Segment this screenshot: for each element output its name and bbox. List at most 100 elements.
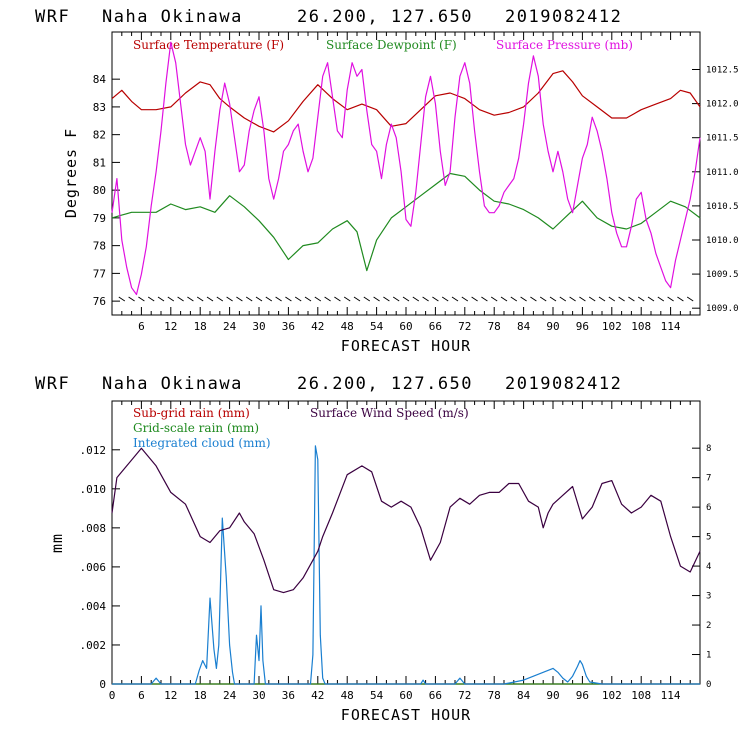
wind-barb: [275, 296, 282, 302]
legend-sub-grid-rain: Sub-grid rain (mm): [133, 406, 250, 420]
wind-barb: [255, 296, 263, 302]
panel2-x-tick-label: 18: [194, 689, 207, 702]
wind-barb: [363, 296, 371, 302]
wind-barb: [353, 296, 361, 302]
wind-barb: [304, 296, 312, 302]
panel1-series: [111, 41, 701, 296]
wind-barb: [549, 296, 557, 302]
wind-barb: [588, 296, 596, 302]
wind-barb: [686, 296, 694, 302]
panel2-y2-tick-label: 4: [706, 562, 711, 572]
panel1-x-ticks: 6 12 18 24 30 36 42 48 54 60 66 72 78 84 90 96 102 108 114: [121, 32, 691, 333]
legend-surface-wind-speed: Surface Wind Speed (m/s): [310, 406, 469, 420]
wind-barb: [157, 296, 165, 302]
wind-barb: [539, 296, 547, 302]
panel1-frame: [111, 31, 701, 316]
panel2-x-tick-label: 36: [282, 689, 295, 702]
wind-barb: [294, 296, 302, 302]
panel1-x-tick-label: 114: [661, 320, 681, 333]
wind-barb: [285, 296, 292, 302]
panel1-title-model: WRF: [35, 7, 70, 27]
panel1-y2-tick-label: 1012.5: [706, 66, 739, 76]
panel1-y2-tick-label: 1009.0: [706, 304, 739, 314]
panel2-x-ticks: 0 6 12 18 24 30 36 42 48 54 60 66 72 78 84 90 96 102 108 11…: [109, 401, 691, 702]
panel2-y-tick-label: .008: [80, 522, 107, 535]
wind-barb: [530, 296, 537, 302]
wind-barb: [383, 296, 390, 302]
panel1-y-axis-label: Degrees F: [62, 128, 80, 218]
wind-barb: [618, 296, 625, 302]
wind-barb: [598, 296, 606, 302]
wind-barb: [196, 296, 204, 302]
wind-barb: [118, 296, 126, 302]
wind-barb: [677, 296, 684, 302]
wind-barb: [128, 296, 135, 302]
panel2-x-tick-label: 96: [576, 689, 589, 702]
panel2-x-tick-label: 78: [488, 689, 501, 702]
surface-wind-speed-line: [111, 447, 701, 594]
wind-barb: [265, 296, 273, 302]
panel1-x-tick-label: 30: [252, 320, 265, 333]
panel1-title-location: Naha Okinawa: [102, 7, 243, 27]
panel1-x-tick-label: 66: [429, 320, 442, 333]
panel2-y-tick-label: .006: [80, 561, 107, 574]
panel2-y-ticks: 0 .002 .004 .006 .008 .010 .012: [80, 444, 120, 691]
wind-barb: [334, 296, 341, 302]
wind-barb: [373, 296, 380, 302]
wind-barb: [324, 296, 331, 302]
panel1-x-tick-label: 54: [370, 320, 384, 333]
wind-barb: [667, 296, 674, 302]
panel1-x-tick-label: 72: [458, 320, 471, 333]
panel1-y2-tick-label: 1012.0: [706, 100, 739, 110]
panel2-x-tick-label: 66: [429, 689, 442, 702]
panel1-x-tick-label: 12: [164, 320, 177, 333]
panel2-x-tick-label: 54: [370, 689, 384, 702]
panel1-y-tick-label: 84: [93, 73, 107, 86]
panel1-y2-ticks: 1009.0 1009.5 1010.0 1010.5 1011.0 1011.5 1012…: [692, 66, 739, 314]
panel2-title-run: 2019082412: [505, 374, 622, 394]
wind-barb: [138, 296, 145, 302]
panel1-y-tick-label: 76: [93, 295, 106, 308]
wind-barb: [451, 296, 459, 302]
panel1-y2-tick-label: 1011.5: [706, 134, 739, 144]
panel2-y2-tick-label: 2: [706, 621, 711, 631]
wind-barb: [569, 296, 576, 302]
legend-integrated-cloud: Integrated cloud (mm): [133, 436, 271, 450]
panel2-y-tick-label: .002: [80, 639, 107, 652]
wind-barb: [510, 296, 518, 302]
panel2-title-model: WRF: [35, 374, 70, 394]
wind-barb: [412, 296, 420, 302]
panel2-x-axis-label: FORECAST HOUR: [341, 706, 471, 724]
panel2-x-tick-label: 48: [341, 689, 354, 702]
panel1-y-tick-label: 81: [93, 156, 106, 169]
panel1-y2-tick-label: 1011.0: [706, 168, 739, 178]
panel2-x-tick-label: 72: [458, 689, 471, 702]
legend-surface-temperature: Surface Temperature (F): [133, 38, 284, 52]
panel2-title-location: Naha Okinawa: [102, 374, 243, 394]
panel1-x-tick-label: 6: [138, 320, 145, 333]
wind-barb: [657, 296, 665, 302]
wind-barb: [402, 296, 410, 302]
panel2-y2-tick-label: 3: [706, 592, 711, 602]
wind-barb: [471, 296, 478, 302]
legend-grid-scale-rain: Grid-scale rain (mm): [133, 421, 259, 435]
panel1-x-tick-label: 108: [631, 320, 651, 333]
wind-barb: [608, 296, 616, 302]
wind-barb: [343, 296, 351, 302]
wind-barb: [216, 296, 224, 302]
wind-barb: [177, 296, 184, 302]
panel2-x-tick-label: 84: [517, 689, 531, 702]
panel1-y2-tick-label: 1009.5: [706, 270, 739, 280]
panel2-y2-ticks: 0 1 2 3 4 5 6 7 8: [692, 444, 711, 690]
panel2-y-tick-label: 0: [99, 678, 106, 691]
wind-barb: [206, 296, 214, 302]
wind-barb: [461, 296, 469, 302]
wind-barb: [490, 296, 498, 302]
panel2-y2-tick-label: 1: [706, 651, 711, 661]
wind-barb: [500, 296, 508, 302]
panel2-x-tick-label: 0: [109, 689, 116, 702]
panel2-x-tick-label: 30: [252, 689, 265, 702]
panel1-y2-tick-label: 1010.0: [706, 236, 739, 246]
wind-barb: [432, 296, 439, 302]
wind-barb: [187, 296, 194, 302]
